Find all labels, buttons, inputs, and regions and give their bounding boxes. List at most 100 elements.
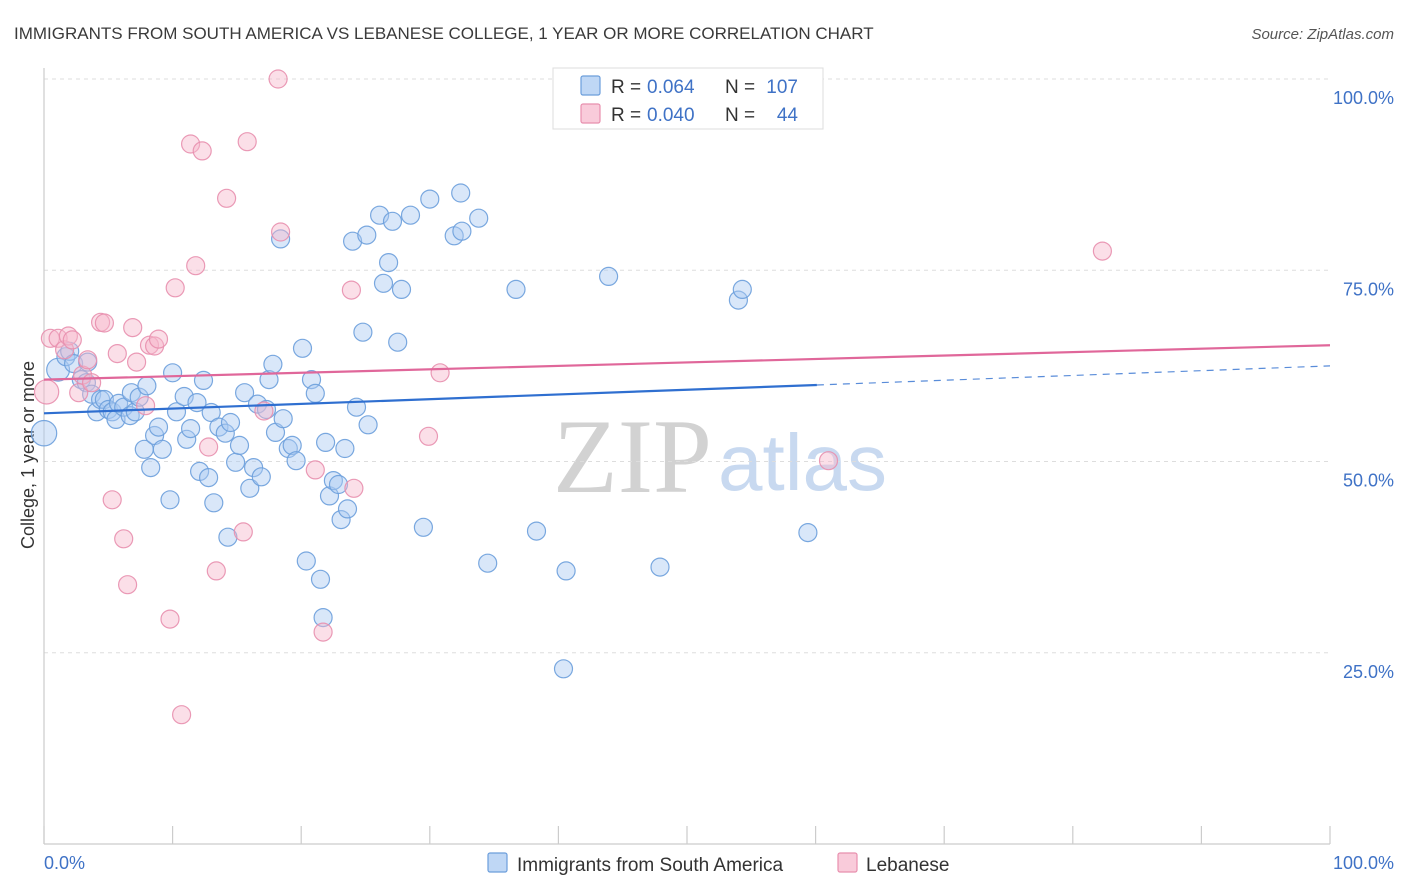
series-legend: Immigrants from South America Lebanese — [487, 852, 949, 876]
lebanese-point — [430, 363, 450, 383]
n-value: 44 — [777, 105, 799, 126]
lebanese-point — [172, 705, 192, 725]
legend-swatch-lebanese — [580, 103, 601, 124]
lebanese-point — [160, 609, 180, 629]
gridlines — [44, 78, 1330, 654]
south-america-point — [30, 419, 58, 447]
lebanese-point — [305, 460, 325, 480]
lebanese-point — [148, 329, 169, 349]
lebanese-point — [344, 478, 364, 498]
south-america-point — [305, 383, 325, 403]
lebanese-point — [102, 490, 122, 510]
y-tick-labels: 100.0% 75.0% 50.0% 25.0% — [1333, 88, 1394, 682]
south-america-trend-line — [43, 383, 817, 415]
lebanese-point — [181, 134, 201, 154]
lebanese-point — [217, 188, 237, 208]
n-label: N = — [725, 105, 755, 126]
south-america-point — [204, 493, 224, 513]
lebanese-point — [186, 256, 206, 276]
lebanese-point — [818, 451, 839, 471]
south-america-point — [163, 363, 183, 383]
south-america-point — [181, 419, 201, 439]
south-america-points — [30, 183, 818, 679]
south-america-point — [160, 490, 180, 510]
south-america-point — [273, 409, 293, 429]
south-america-point — [108, 393, 129, 413]
south-america-point — [469, 208, 489, 228]
lebanese-point — [418, 426, 439, 446]
south-america-point — [251, 467, 271, 487]
watermark-atlas: atlas — [718, 418, 887, 507]
south-america-point — [310, 569, 331, 589]
lebanese-point — [117, 575, 138, 595]
south-america-point — [148, 417, 169, 437]
y-tick-label: 75.0% — [1343, 279, 1394, 299]
south-america-point — [226, 452, 246, 472]
lebanese-point — [136, 396, 156, 416]
south-america-point — [650, 557, 670, 577]
r-label: R = — [611, 77, 641, 98]
y-tick-label: 25.0% — [1343, 662, 1394, 682]
south-america-point — [478, 553, 498, 573]
series-legend-label-lebanese: Lebanese — [866, 855, 949, 876]
south-america-point — [313, 607, 333, 628]
lebanese-point — [341, 280, 361, 300]
south-america-point — [343, 231, 363, 251]
south-america-point — [215, 423, 235, 443]
south-america-point — [413, 517, 433, 537]
south-america-point — [451, 183, 471, 203]
lebanese-point — [233, 522, 253, 542]
south-america-point — [141, 458, 161, 478]
y-axis-title: College, 1 year or more — [18, 361, 38, 549]
lebanese-point — [165, 278, 185, 298]
south-america-point — [732, 279, 752, 299]
stats-legend: R = 0.064 N = 107 R = 0.040 N = 44 — [552, 67, 824, 130]
south-america-point — [220, 412, 241, 433]
legend-swatch-south-america — [580, 75, 601, 96]
south-america-point — [271, 229, 291, 249]
south-america-point — [125, 402, 145, 422]
n-value: 107 — [766, 77, 798, 98]
lebanese-point — [33, 379, 60, 405]
lebanese-point — [123, 318, 143, 338]
lebanese-point — [199, 437, 219, 457]
lebanese-point — [107, 344, 127, 364]
south-america-point — [152, 439, 172, 459]
x-tick-label-start: 0.0% — [44, 853, 85, 873]
lebanese-point — [237, 132, 257, 152]
x-tick-marks — [43, 826, 1331, 844]
south-america-point — [331, 509, 351, 530]
lebanese-point — [94, 313, 115, 333]
lebanese-point — [62, 330, 82, 350]
series-legend-swatch-lebanese — [837, 852, 858, 873]
south-america-point — [556, 561, 576, 581]
lebanese-point — [114, 529, 134, 549]
south-america-point — [177, 429, 197, 449]
south-america-point — [400, 205, 421, 225]
chart-title: IMMIGRANTS FROM SOUTH AMERICA VS LEBANES… — [14, 24, 874, 43]
r-label: R = — [611, 105, 641, 126]
south-america-point — [373, 273, 394, 293]
r-value: 0.040 — [647, 105, 695, 126]
south-america-point — [388, 332, 408, 352]
lebanese-point — [78, 350, 98, 370]
trend-lines — [43, 344, 1331, 415]
n-label: N = — [725, 77, 755, 98]
lebanese-trend-line — [43, 344, 1331, 381]
south-america-point — [328, 474, 349, 495]
south-america-point — [379, 253, 399, 273]
south-america-point — [296, 551, 316, 571]
lebanese-point — [1092, 241, 1113, 261]
south-america-point — [382, 211, 403, 231]
south-america-point — [506, 279, 526, 299]
south-america-point — [263, 354, 283, 374]
south-america-point — [193, 370, 214, 390]
legend-row-lebanese: R = 0.040 N = — [611, 105, 755, 126]
south-america-point — [235, 383, 255, 403]
south-america-point — [391, 279, 412, 299]
series-legend-swatch-south-america — [487, 852, 508, 873]
south-america-point — [335, 438, 355, 459]
south-america-point — [353, 322, 373, 342]
lebanese-point — [313, 622, 333, 642]
